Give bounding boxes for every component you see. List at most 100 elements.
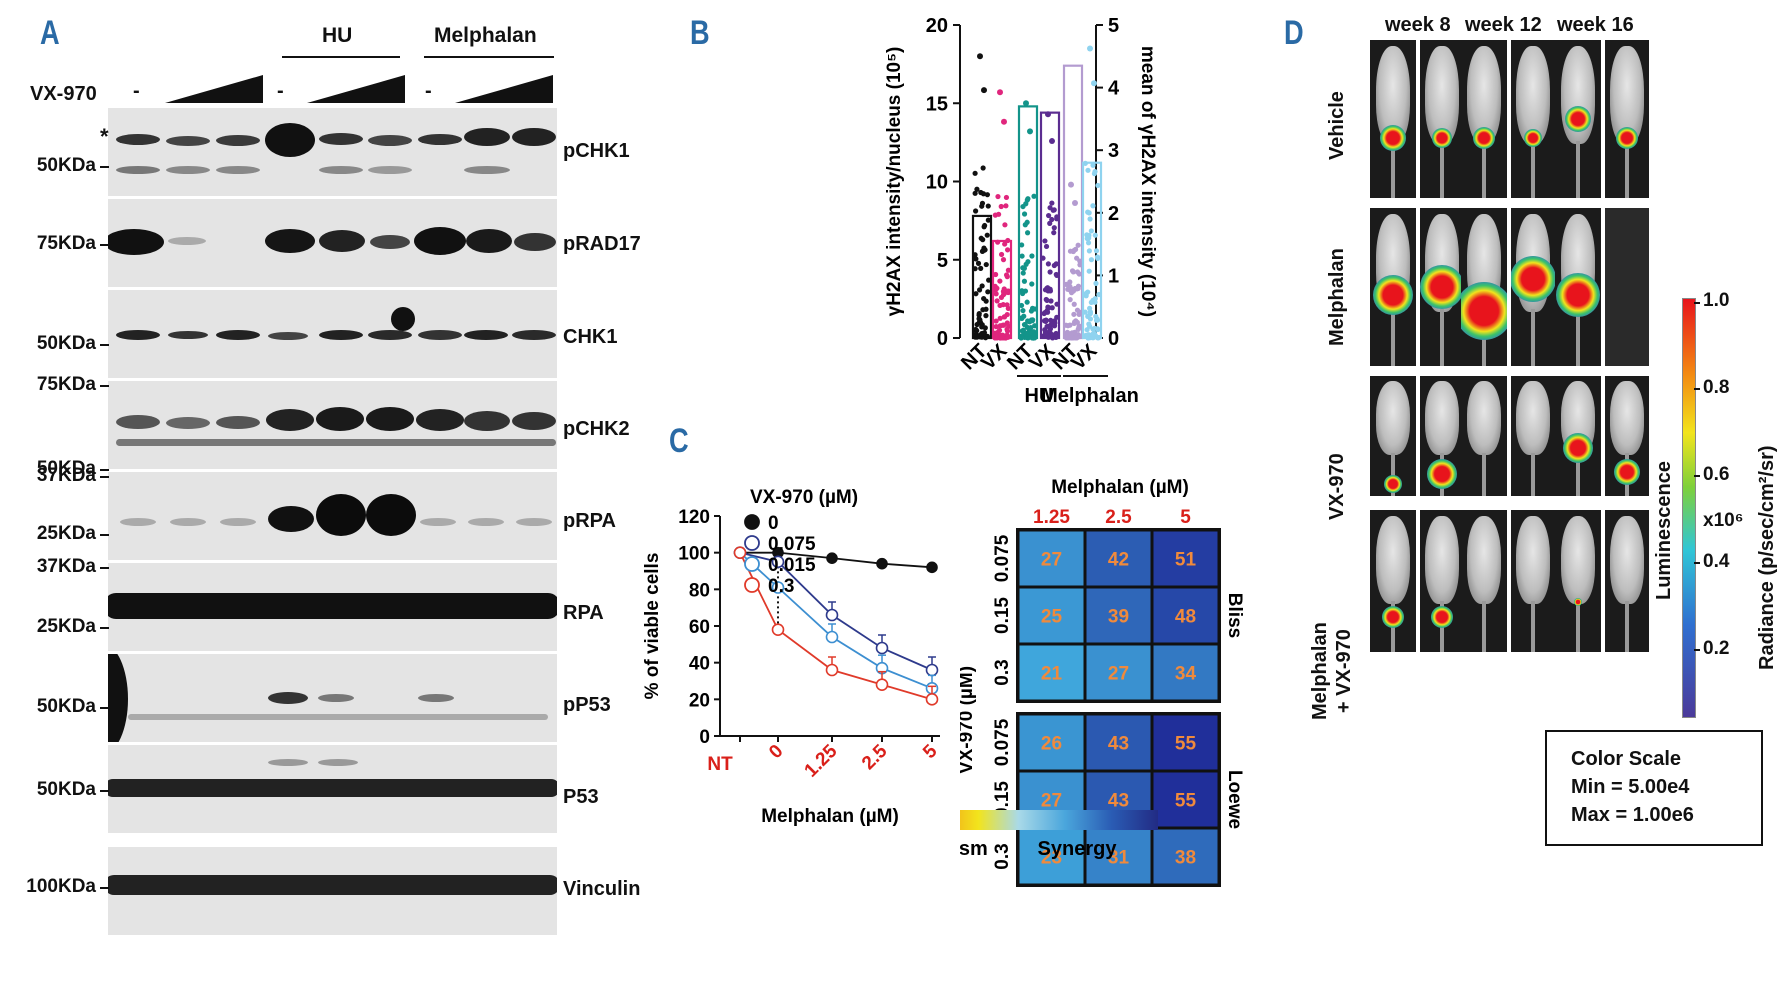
blot-vinculin: [108, 847, 557, 935]
blot-chk1: [108, 290, 557, 378]
hu-group-line: [282, 56, 400, 58]
heat-cell-value: 27: [1108, 664, 1129, 685]
heat-block-label: Loewe: [1224, 770, 1245, 829]
marker-tick: [100, 469, 109, 471]
b-dot: [1093, 296, 1098, 301]
marker-pp53-50: 50KDa: [4, 696, 96, 718]
marker-tick: [100, 534, 109, 536]
heat-cell-value: 27: [1041, 550, 1062, 571]
blot-prad17: [108, 199, 557, 287]
heat-cell-value: 34: [1175, 664, 1197, 685]
marker-tick: [100, 567, 109, 569]
heat-cell-value: 42: [1108, 550, 1129, 571]
c-point: [827, 665, 838, 676]
c-ytick-label: 60: [689, 617, 710, 638]
b-dot: [1043, 318, 1048, 323]
blot-p53: [108, 745, 557, 833]
heat-col-label: 1.25: [1033, 507, 1070, 528]
marker-prad17-75: 75KDa: [4, 233, 96, 255]
b-dot: [1093, 281, 1098, 286]
mouse-image: [1420, 40, 1464, 198]
mouse-image: [1511, 510, 1555, 652]
b-dot: [1084, 293, 1089, 298]
c-xlabel: Melphalan (µM): [761, 806, 899, 827]
c-legend-marker: [745, 536, 759, 550]
b-dot: [1074, 256, 1079, 261]
heat-cell-value: 51: [1175, 550, 1197, 571]
heat-cell-value: 43: [1108, 734, 1129, 755]
c-ylabel: % of viable cells: [642, 553, 663, 700]
heat-row-label: 0.075: [992, 718, 1013, 766]
c-point: [927, 665, 938, 676]
b-dot: [1022, 211, 1027, 216]
week-12-label: week 12: [1465, 14, 1542, 37]
colorbar-synergy: Synergy: [1038, 838, 1118, 860]
heat-title: Melphalan (µM): [1051, 477, 1189, 498]
b-dot: [997, 328, 1002, 333]
b-dot: [1044, 297, 1049, 302]
marker-pchk2-75: 75KDa: [4, 374, 96, 396]
blot-pp53: [108, 654, 557, 742]
b-dot: [1052, 225, 1057, 230]
c-legend-label: 0: [768, 513, 779, 534]
panel-letter-b: B: [690, 14, 710, 53]
vx-dash-3: -: [425, 80, 432, 103]
label-pchk1: pCHK1: [563, 140, 630, 163]
b-dot: [1093, 233, 1098, 238]
c-point: [735, 547, 746, 558]
b-dot: [1052, 207, 1057, 212]
b-dot: [982, 224, 987, 229]
b-dot: [1022, 266, 1027, 271]
marker-chk1-50: 50KDa: [4, 333, 96, 355]
heat-row-label: 0.15: [992, 597, 1013, 634]
b-dot: [1094, 248, 1099, 253]
mouse-image: [1461, 40, 1507, 198]
c-point: [827, 553, 837, 563]
colorbar-tick-02: 0.2: [1703, 638, 1729, 660]
group-label-combo-line1: Melphalan: [1309, 622, 1331, 720]
mouse-image: [1420, 208, 1464, 366]
b-dot: [981, 191, 986, 196]
c-legend-marker: [745, 515, 759, 529]
colorbar-tick-08: 0.8: [1703, 377, 1729, 399]
c-ytick-label: 120: [678, 507, 710, 528]
asterisk-marker: *: [100, 124, 109, 150]
week-16-label: week 16: [1557, 14, 1634, 37]
b-dot: [985, 289, 990, 294]
heat-cell-value: 26: [1041, 734, 1062, 755]
b-dot: [979, 324, 984, 329]
b-dot: [1090, 331, 1095, 336]
b-ytick-label: 10: [926, 172, 948, 194]
b-dot: [982, 247, 987, 252]
c-point: [773, 624, 784, 635]
b-dot: [1049, 200, 1054, 205]
b-dot: [1020, 308, 1025, 313]
b-dot: [999, 295, 1004, 300]
mouse-image: [1370, 208, 1416, 366]
mouse-image: [1420, 376, 1464, 496]
b-dot: [1048, 298, 1053, 303]
b-dot-max: [1087, 45, 1093, 51]
mouse-image: [1420, 510, 1464, 652]
panel-letter-c: C: [669, 422, 689, 461]
marker-tick: [100, 476, 109, 478]
b-dot: [977, 287, 982, 292]
b-y2tick-label: 0: [1108, 328, 1119, 350]
b-dot: [1029, 253, 1034, 258]
mouse-image: [1370, 510, 1416, 652]
dose-triangle-2: [307, 73, 407, 103]
c-xtick-label: 0: [765, 741, 787, 763]
marker-tick: [100, 627, 109, 629]
b-ylabel: γH2AX intensity/nucleus (10⁵): [884, 47, 905, 317]
marker-tick: [100, 887, 109, 889]
colorbar-title: Luminescence: [1653, 461, 1676, 600]
label-prpa: pRPA: [563, 510, 616, 533]
b-dot: [979, 204, 984, 209]
b-dot: [994, 291, 999, 296]
b-dot: [995, 194, 1000, 199]
b-dot: [999, 204, 1004, 209]
b-dot: [1027, 319, 1032, 324]
c-point: [827, 632, 838, 643]
b-dot: [1044, 244, 1049, 249]
c-legend-label: 0.075: [768, 534, 816, 555]
